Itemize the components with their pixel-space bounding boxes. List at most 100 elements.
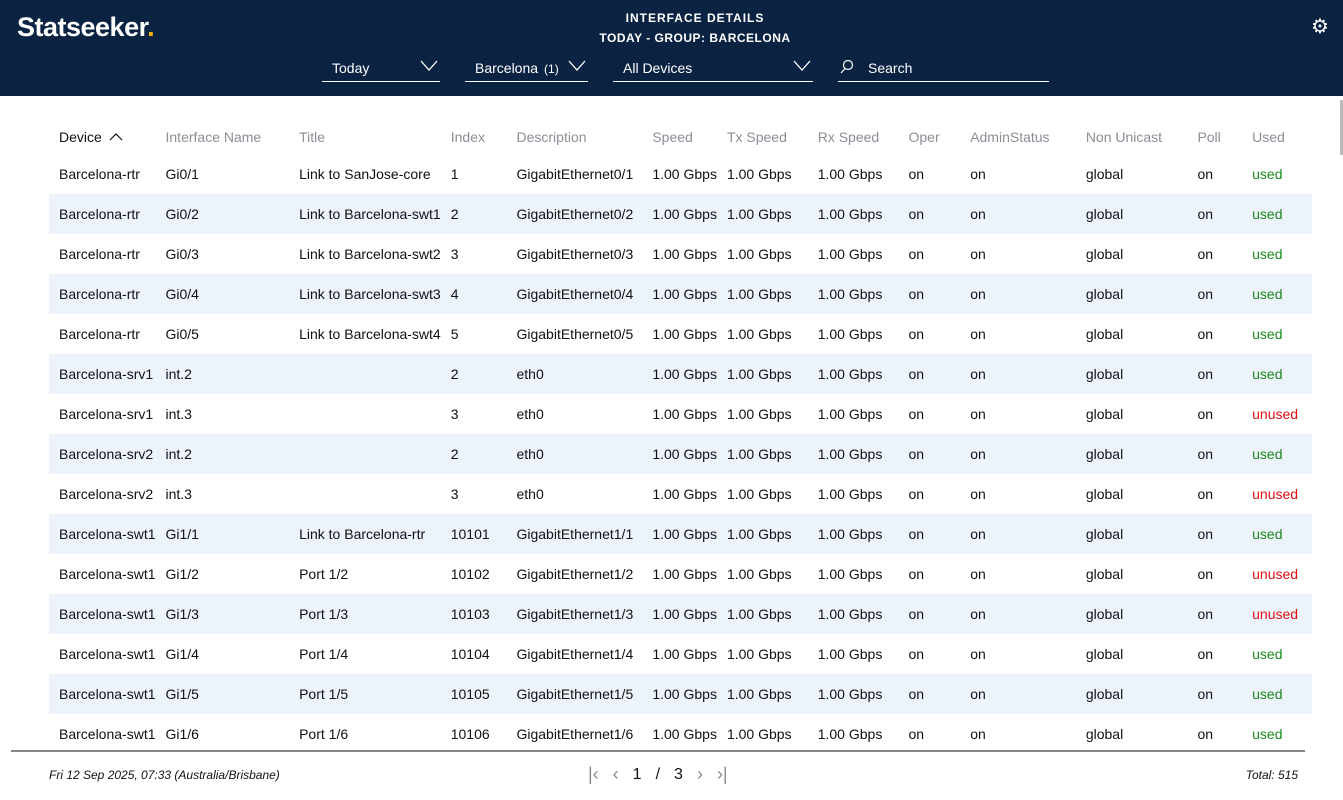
cell-tx-speed: 1.00 Gbps: [726, 486, 792, 502]
next-page-icon[interactable]: ›: [696, 764, 703, 784]
cell-device: Barcelona-rtr: [59, 246, 140, 262]
cell-description: GigabitEthernet1/2: [516, 566, 634, 582]
cell-oper: on: [898, 674, 961, 714]
cell-used: used: [1242, 354, 1312, 394]
column-header[interactable]: Oper: [898, 120, 960, 154]
cell-title: Port 1/3: [289, 594, 441, 634]
table-row[interactable]: Barcelona-rtr Gi0/4 Link to Barcelona-swt3…: [49, 274, 1312, 314]
column-header[interactable]: Speed: [642, 120, 717, 154]
table-row[interactable]: Barcelona-swt1 Gi1/5 Port 1/5 10105 GigabitE…: [49, 674, 1312, 714]
chevron-down-icon: [568, 60, 586, 71]
cell-index: 5: [450, 326, 459, 342]
cell-rx-speed: 1.00 Gbps: [807, 434, 899, 474]
logo[interactable]: Statseeker.: [17, 12, 155, 42]
cell-oper: on: [898, 514, 961, 554]
column-header[interactable]: Non Unicast: [1076, 120, 1188, 154]
cell-device: Barcelona-srv2: [49, 434, 156, 474]
column-header[interactable]: Tx Speed: [717, 120, 808, 154]
cell-adminstatus: on: [970, 726, 986, 742]
cell-interface-name: int.3: [165, 486, 192, 502]
table-row[interactable]: Barcelona-rtr Gi0/3 Link to Barcelona-swt2…: [49, 234, 1312, 274]
table-row[interactable]: Barcelona-srv2 int.3 3 eth0 1.00 Gbps 1.00 Gb…: [49, 474, 1312, 514]
cell-speed: 1.00 Gbps: [652, 406, 717, 422]
cell-used: used: [1242, 514, 1312, 554]
current-page[interactable]: 1: [632, 765, 642, 783]
cell-interface-name: Gi1/4: [165, 646, 199, 662]
cell-used: used: [1242, 194, 1312, 234]
gear-icon[interactable]: ⚙: [1311, 16, 1329, 38]
cell-interface-name: Gi0/1: [165, 166, 199, 182]
table-row[interactable]: Barcelona-rtr Gi0/5 Link to Barcelona-swt4…: [49, 314, 1312, 354]
table-row[interactable]: Barcelona-srv2 int.2 2 eth0 1.00 Gbps 1.00 Gb…: [49, 434, 1312, 474]
cell-title: [289, 394, 441, 434]
cell-oper: on: [908, 486, 925, 502]
cell-title: Link to Barcelona-rtr: [289, 514, 441, 554]
column-header[interactable]: Index: [441, 120, 507, 154]
total-pages: 3: [674, 765, 683, 783]
cell-index: 4: [440, 274, 507, 314]
cell-title: Link to Barcelona-swt1: [289, 194, 441, 234]
cell-non-unicast: global: [1075, 594, 1188, 634]
cell-index: 10104: [450, 646, 490, 662]
cell-oper: on: [908, 406, 925, 422]
table-row[interactable]: Barcelona-swt1 Gi1/3 Port 1/3 10103 GigabitE…: [49, 594, 1312, 634]
table-row[interactable]: Barcelona-rtr Gi0/2 Link to Barcelona-swt1…: [49, 194, 1312, 234]
table-row[interactable]: Barcelona-srv1 int.3 3 eth0 1.00 Gbps 1.00 Gb…: [49, 394, 1312, 434]
cell-tx-speed: 1.00 Gbps: [716, 194, 808, 234]
cell-index: 10102: [450, 566, 490, 582]
pagination: |‹ ‹ 1 / 3 › ›|: [588, 764, 728, 785]
cell-oper: on: [908, 726, 925, 742]
group-select[interactable]: Barcelona (1): [465, 58, 588, 82]
cell-description: GigabitEthernet0/2: [506, 194, 643, 234]
cell-title: Link to Barcelona-swt2: [299, 246, 441, 262]
cell-title: [289, 434, 441, 474]
cell-poll: on: [1197, 486, 1214, 502]
cell-index: 3: [450, 486, 459, 502]
cell-tx-speed: 1.00 Gbps: [716, 594, 808, 634]
cell-tx-speed: 1.00 Gbps: [716, 514, 808, 554]
column-header[interactable]: Used: [1242, 120, 1312, 154]
table-row[interactable]: Barcelona-swt1 Gi1/1 Link to Barcelona-rtr…: [49, 514, 1312, 554]
cell-oper: on: [908, 646, 925, 662]
devices-select[interactable]: All Devices: [613, 58, 813, 82]
cell-rx-speed: 1.00 Gbps: [807, 354, 899, 394]
column-header[interactable]: Device: [49, 120, 156, 154]
scrollbar[interactable]: [1340, 100, 1343, 155]
column-header[interactable]: Poll: [1187, 120, 1242, 154]
cell-index: 2: [440, 194, 507, 234]
cell-oper: on: [898, 434, 961, 474]
column-label: Title: [299, 129, 326, 145]
prev-page-icon[interactable]: ‹: [612, 764, 619, 784]
column-header[interactable]: AdminStatus: [960, 120, 1076, 154]
column-header[interactable]: Description: [506, 120, 642, 154]
table-row[interactable]: Barcelona-swt1 Gi1/6 Port 1/6 10106 GigabitE…: [49, 714, 1312, 754]
cell-rx-speed: 1.00 Gbps: [807, 674, 899, 714]
last-page-icon[interactable]: ›|: [716, 764, 728, 784]
table-row[interactable]: Barcelona-swt1 Gi1/2 Port 1/2 10102 GigabitE…: [49, 554, 1312, 594]
cell-used: used: [1242, 434, 1312, 474]
first-page-icon[interactable]: |‹: [588, 764, 599, 784]
cell-description: GigabitEthernet0/5: [516, 326, 634, 342]
cell-description: GigabitEthernet0/3: [516, 246, 634, 262]
search-input[interactable]: Search: [838, 58, 1049, 82]
column-header[interactable]: Interface Name: [156, 120, 290, 154]
cell-speed: 1.00 Gbps: [652, 246, 717, 262]
interface-table: Device Interface Name Title Index Descriptio…: [49, 120, 1312, 754]
cell-poll: on: [1187, 514, 1243, 554]
cell-description: GigabitEthernet1/6: [516, 726, 634, 742]
table-row[interactable]: Barcelona-srv1 int.2 2 eth0 1.00 Gbps 1.00 Gb…: [49, 354, 1312, 394]
table-row[interactable]: Barcelona-rtr Gi0/1 Link to SanJose-core 1 G…: [49, 154, 1312, 194]
cell-index: 3: [450, 246, 459, 262]
cell-poll: on: [1187, 354, 1243, 394]
cell-index: 10101: [440, 514, 507, 554]
column-header[interactable]: Title: [289, 120, 441, 154]
time-select[interactable]: Today: [322, 58, 440, 82]
cell-non-unicast: global: [1085, 486, 1124, 502]
table-row[interactable]: Barcelona-swt1 Gi1/4 Port 1/4 10104 GigabitE…: [49, 634, 1312, 674]
cell-index: 1: [450, 166, 459, 182]
cell-speed: 1.00 Gbps: [642, 354, 717, 394]
column-label: Oper: [908, 129, 940, 145]
cell-description: eth0: [506, 434, 643, 474]
column-header[interactable]: Rx Speed: [808, 120, 899, 154]
cell-poll: on: [1197, 326, 1214, 342]
